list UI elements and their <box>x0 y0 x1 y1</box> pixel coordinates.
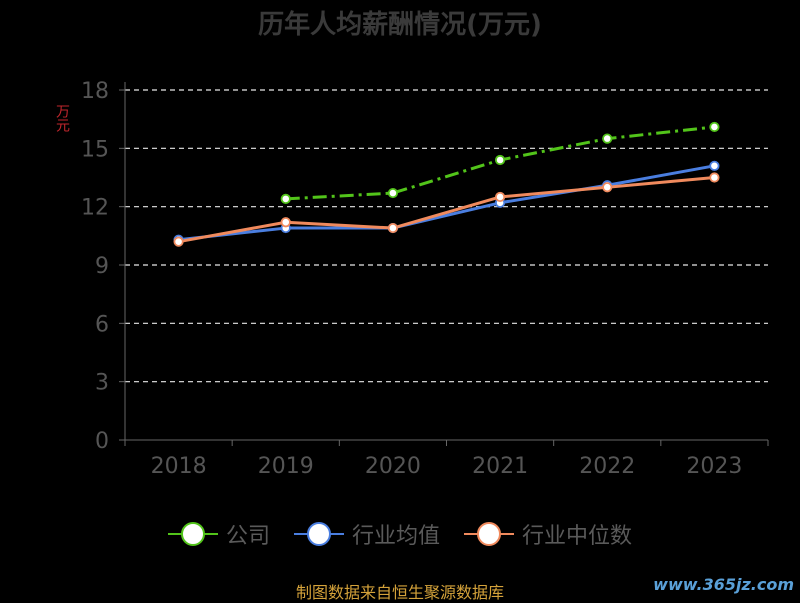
series-0-point-2019 <box>280 193 291 204</box>
y-tick-label-18: 18 <box>81 79 109 104</box>
y-tick-label-12: 12 <box>81 196 109 221</box>
legend-label-company: 公司 <box>225 524 270 549</box>
series-2-point-2021 <box>494 191 506 203</box>
legend-label-industry-mean: 行业均值 <box>351 524 440 549</box>
x-tick-label-2020: 2020 <box>365 454 421 479</box>
legend: 公司 行业均值 行业中位数 <box>0 518 800 550</box>
series-2-point-2022 <box>602 182 613 193</box>
y-axis-unit: 万元 <box>54 104 70 132</box>
y-tick-label-3: 3 <box>95 371 109 396</box>
series-0-point-2021 <box>494 154 506 166</box>
x-tick-label-2018: 2018 <box>151 454 207 479</box>
y-tick-label-15: 15 <box>81 137 109 162</box>
y-tick-label-6: 6 <box>95 312 109 337</box>
series-0-point-2023 <box>709 121 720 133</box>
legend-item-company[interactable]: 公司 <box>167 518 270 550</box>
legend-label-industry-median: 行业中位数 <box>522 524 633 549</box>
y-tick-label-0: 0 <box>95 429 109 454</box>
x-tick-label-2021: 2021 <box>472 454 528 479</box>
y-tick-label-9: 9 <box>95 254 109 279</box>
series-line-2 <box>178 176 715 244</box>
series-2-point-2023 <box>709 172 720 183</box>
legend-item-industry-median[interactable]: 行业中位数 <box>464 518 632 550</box>
x-tick-label-2019: 2019 <box>258 454 314 479</box>
series-2-point-2020 <box>387 222 399 234</box>
data-source-note: 制图数据来自恒生聚源数据库 <box>295 583 504 602</box>
watermark-logo: www.365jz.com <box>653 575 794 594</box>
x-tick-label-2022: 2022 <box>579 454 635 479</box>
legend-marker-industry-median <box>464 522 514 546</box>
legend-marker-company <box>167 522 218 546</box>
series-0-point-2022 <box>602 133 613 144</box>
legend-marker-industry-mean <box>293 522 344 546</box>
series-1-point-2023 <box>709 160 720 171</box>
series-2-point-2018 <box>173 236 184 247</box>
x-tick-label-2023: 2023 <box>686 454 742 479</box>
chart-title: 历年人均薪酬情况(万元) <box>258 10 542 40</box>
legend-item-industry-mean[interactable]: 行业均值 <box>293 518 440 550</box>
series-0-point-2020 <box>387 187 399 199</box>
series-line-1 <box>178 164 715 242</box>
series-2-point-2019 <box>280 217 291 228</box>
